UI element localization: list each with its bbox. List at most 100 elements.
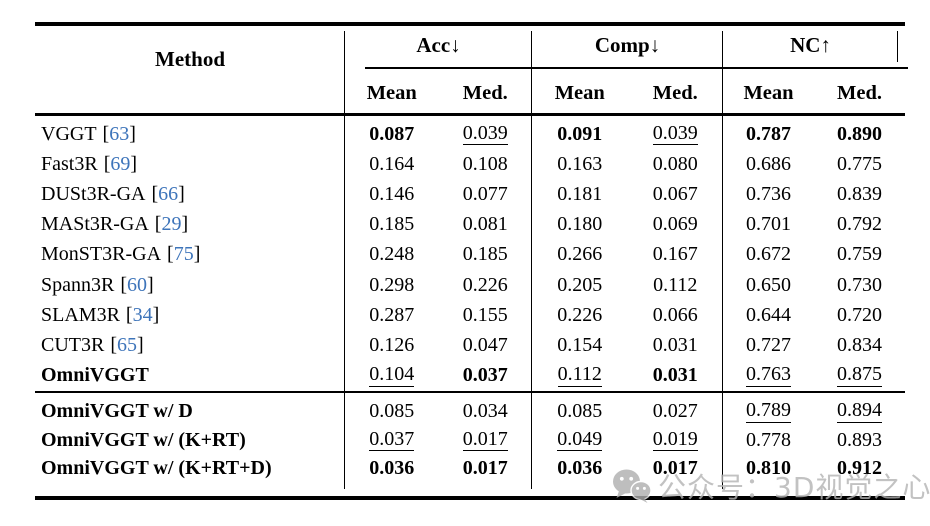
metric-value: 0.720 — [837, 303, 882, 326]
metric-value: 0.894 — [837, 399, 882, 423]
value-cell: 0.912 — [814, 455, 905, 484]
value-cell: 0.266 — [532, 240, 628, 270]
value-cell: 0.226 — [532, 300, 628, 330]
metric-value: 0.226 — [462, 273, 508, 296]
metric-value: 0.126 — [369, 333, 415, 356]
down-arrow-icon: ↓ — [450, 33, 461, 57]
value-cell: 0.017 — [439, 455, 533, 484]
value-cell: 0.763 — [723, 361, 814, 391]
metric-value: 0.248 — [369, 243, 415, 266]
value-cell: 0.759 — [814, 240, 905, 270]
value-cell: 0.146 — [345, 179, 439, 209]
column-divider-short — [897, 31, 899, 62]
value-cell: 0.164 — [345, 149, 439, 179]
citation-link[interactable]: [60] — [120, 273, 154, 296]
metric-value: 0.017 — [462, 427, 508, 452]
value-cell: 0.810 — [723, 455, 814, 484]
value-cell: 0.701 — [723, 210, 814, 240]
metric-value: 0.081 — [462, 213, 508, 236]
citation-link[interactable]: [69] — [103, 152, 138, 175]
metric-value: 0.792 — [837, 213, 882, 236]
table-row: DUSt3R-GA [66] 0.146 0.077 0.181 0.067 0.… — [35, 179, 905, 209]
citation-link[interactable]: [29] — [154, 213, 189, 236]
citation-link[interactable]: [66] — [151, 182, 185, 205]
value-cell: 0.085 — [532, 397, 628, 426]
value-cell: 0.205 — [532, 270, 628, 300]
table-row: OmniVGGT w/ (K+RT) 0.037 0.017 0.049 0.0… — [35, 426, 905, 455]
citation-link[interactable]: [75] — [167, 243, 201, 266]
value-cell: 0.034 — [439, 397, 533, 426]
method-name: Spann3R — [41, 273, 115, 296]
metric-value: 0.017 — [652, 457, 698, 480]
metric-value: 0.087 — [369, 122, 415, 145]
ablation-section: OmniVGGT w/ D 0.085 0.034 0.085 0.027 0.… — [35, 397, 905, 483]
column-divider — [344, 31, 346, 489]
group-header-comp: Comp↓ — [594, 33, 661, 57]
metric-value: 0.266 — [557, 243, 603, 266]
value-cell: 0.834 — [814, 330, 905, 360]
metric-value: 0.298 — [369, 273, 415, 296]
up-arrow-icon: ↑ — [820, 33, 831, 57]
header-bottom-rule — [35, 113, 905, 116]
subheader-cell: Med. — [652, 81, 698, 104]
table-row: CUT3R [65] 0.126 0.047 0.154 0.031 0.727 … — [35, 330, 905, 360]
metric-value: 0.034 — [462, 399, 508, 422]
metric-value: 0.027 — [652, 399, 698, 422]
table-row: OmniVGGT w/ D 0.085 0.034 0.085 0.027 0.… — [35, 397, 905, 426]
column-divider — [722, 31, 724, 489]
metric-value: 0.047 — [462, 333, 508, 356]
value-cell: 0.039 — [439, 119, 533, 149]
value-cell: 0.298 — [345, 270, 439, 300]
column-divider — [531, 31, 533, 489]
citation-link[interactable]: [34] — [125, 303, 160, 326]
citation-link[interactable]: [65] — [110, 333, 144, 356]
value-cell: 0.036 — [532, 455, 628, 484]
value-cell: 0.017 — [628, 455, 724, 484]
method-name: DUSt3R-GA — [41, 182, 146, 205]
method-cell: MonST3R-GA [75] — [35, 240, 345, 270]
metric-value: 0.163 — [557, 152, 603, 175]
method-name: Fast3R — [41, 152, 98, 175]
metric-value: 0.017 — [462, 457, 508, 480]
metric-value: 0.727 — [746, 333, 791, 356]
table-row: VGGT [63] 0.087 0.039 0.091 0.039 0.787 0… — [35, 119, 905, 149]
value-cell: 0.180 — [532, 210, 628, 240]
value-cell: 0.080 — [628, 149, 724, 179]
metric-value: 0.775 — [837, 152, 882, 175]
metric-value: 0.036 — [557, 457, 603, 480]
metric-value: 0.205 — [557, 273, 603, 296]
table-row: Spann3R [60] 0.298 0.226 0.205 0.112 0.65… — [35, 270, 905, 300]
value-cell: 0.775 — [814, 149, 905, 179]
metric-value: 0.049 — [557, 427, 603, 452]
metric-value: 0.778 — [746, 428, 791, 451]
metric-value: 0.091 — [557, 122, 603, 145]
value-cell: 0.081 — [439, 210, 533, 240]
metric-value: 0.154 — [557, 333, 603, 356]
metric-value: 0.077 — [462, 182, 508, 205]
method-cell: Spann3R [60] — [35, 270, 345, 300]
metric-value: 0.112 — [557, 363, 602, 387]
value-cell: 0.890 — [814, 119, 905, 149]
metric-value: 0.167 — [652, 243, 698, 266]
value-cell: 0.108 — [439, 149, 533, 179]
value-cell: 0.031 — [628, 330, 724, 360]
citation-link[interactable]: [63] — [102, 122, 136, 145]
table-top-rule — [35, 22, 905, 26]
table-row: SLAM3R [34] 0.287 0.155 0.226 0.066 0.644… — [35, 300, 905, 330]
value-cell: 0.787 — [723, 119, 814, 149]
metric-value: 0.112 — [653, 273, 698, 296]
method-cell: OmniVGGT — [35, 361, 345, 391]
metric-value: 0.067 — [652, 182, 698, 205]
value-cell: 0.792 — [814, 210, 905, 240]
value-cell: 0.091 — [532, 119, 628, 149]
value-cell: 0.085 — [345, 397, 439, 426]
value-cell: 0.875 — [814, 361, 905, 391]
value-cell: 0.185 — [345, 210, 439, 240]
value-cell: 0.047 — [439, 330, 533, 360]
table-row: OmniVGGT 0.104 0.037 0.112 0.031 0.763 0… — [35, 361, 905, 391]
metric-value: 0.037 — [369, 427, 415, 452]
table-row: MonST3R-GA [75] 0.248 0.185 0.266 0.167 0… — [35, 240, 905, 270]
method-name: VGGT — [41, 122, 97, 145]
value-cell: 0.112 — [628, 270, 724, 300]
